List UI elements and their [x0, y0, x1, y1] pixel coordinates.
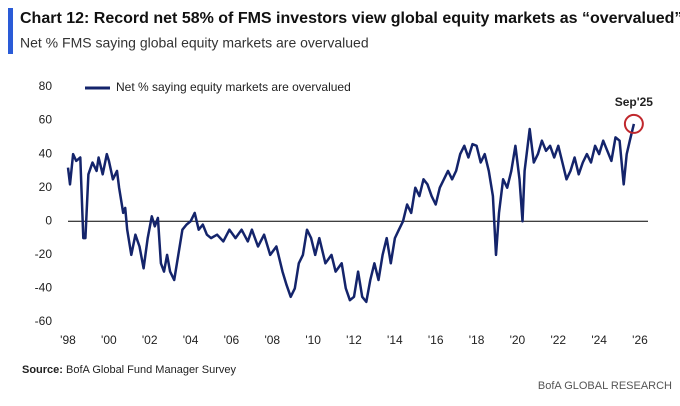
annotation: Sep'25: [615, 95, 654, 109]
x-tick-label: '02: [142, 333, 158, 347]
y-tick-label: -20: [35, 247, 53, 261]
x-tick-label: '14: [387, 333, 403, 347]
y-tick-label: 80: [39, 79, 53, 93]
source-label: Source:: [22, 364, 63, 376]
x-tick-label: '26: [632, 333, 648, 347]
y-tick-label: 0: [45, 213, 52, 227]
annotation-circle: [623, 113, 644, 134]
legend-label: Net % saying equity markets are overvalu…: [116, 80, 351, 94]
y-tick-label: 20: [39, 180, 53, 194]
source-text: BofA Global Fund Manager Survey: [66, 364, 236, 376]
x-tick-label: '12: [346, 333, 362, 347]
x-tick-label: '98: [60, 333, 76, 347]
source: Source: BofA Global Fund Manager Survey: [22, 364, 237, 376]
y-tick-label: -40: [35, 281, 53, 295]
y-tick-label: 60: [39, 113, 53, 127]
x-tick-label: '10: [305, 333, 321, 347]
title-accent: [8, 8, 13, 54]
series-line: [66, 123, 636, 304]
x-tick-label: '06: [224, 333, 240, 347]
y-tick-label: 40: [39, 146, 53, 160]
x-tick-label: '20: [510, 333, 526, 347]
footer: BofA GLOBAL RESEARCH: [538, 380, 672, 392]
x-tick-label: '16: [428, 333, 444, 347]
x-tick-label: '24: [591, 333, 607, 347]
x-tick-label: '18: [469, 333, 485, 347]
x-tick-label: '00: [101, 333, 117, 347]
x-tick-label: '08: [264, 333, 280, 347]
x-tick-label: '22: [550, 333, 566, 347]
x-tick-label: '04: [183, 333, 199, 347]
chart-title: Chart 12: Record net 58% of FMS investor…: [20, 10, 680, 27]
y-tick-label: -60: [35, 314, 53, 328]
chart-subtitle: Net % FMS saying global equity markets a…: [20, 35, 369, 51]
